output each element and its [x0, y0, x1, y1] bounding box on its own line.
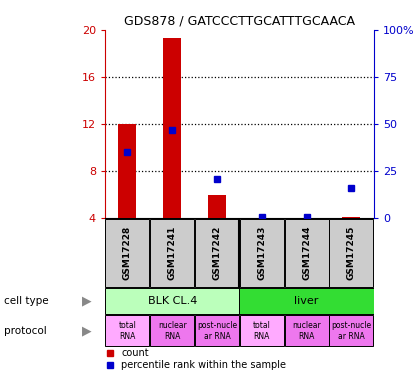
Text: total
RNA: total RNA: [118, 321, 136, 340]
Text: liver: liver: [294, 296, 319, 306]
Text: cell type: cell type: [4, 296, 49, 306]
FancyBboxPatch shape: [105, 288, 239, 314]
FancyBboxPatch shape: [329, 219, 373, 287]
FancyBboxPatch shape: [195, 315, 239, 346]
Text: BLK CL.4: BLK CL.4: [147, 296, 197, 306]
Text: ▶: ▶: [82, 324, 92, 338]
Text: post-nucle
ar RNA: post-nucle ar RNA: [331, 321, 371, 340]
FancyBboxPatch shape: [240, 219, 284, 287]
FancyBboxPatch shape: [285, 219, 328, 287]
Bar: [253, 217, 271, 218]
Bar: [163, 38, 181, 218]
FancyBboxPatch shape: [195, 219, 239, 287]
Text: nuclear
RNA: nuclear RNA: [292, 321, 321, 340]
Text: GSM17245: GSM17245: [347, 226, 356, 280]
FancyBboxPatch shape: [150, 315, 194, 346]
Bar: [118, 124, 136, 218]
Text: GSM17228: GSM17228: [123, 226, 132, 280]
Text: count: count: [121, 348, 149, 358]
Text: GSM17244: GSM17244: [302, 226, 311, 280]
Bar: [208, 195, 226, 218]
Text: percentile rank within the sample: percentile rank within the sample: [121, 360, 286, 370]
FancyBboxPatch shape: [285, 315, 328, 346]
FancyBboxPatch shape: [239, 288, 374, 314]
FancyBboxPatch shape: [105, 219, 150, 287]
FancyBboxPatch shape: [105, 315, 150, 346]
FancyBboxPatch shape: [150, 219, 194, 287]
Text: nuclear
RNA: nuclear RNA: [158, 321, 186, 340]
Text: GSM17243: GSM17243: [257, 226, 266, 280]
Text: ▶: ▶: [82, 295, 92, 308]
Bar: [298, 217, 315, 218]
Text: GSM17241: GSM17241: [168, 226, 177, 280]
Bar: [342, 217, 360, 218]
Text: post-nucle
ar RNA: post-nucle ar RNA: [197, 321, 237, 340]
FancyBboxPatch shape: [329, 315, 373, 346]
Text: protocol: protocol: [4, 326, 47, 336]
Text: total
RNA: total RNA: [253, 321, 271, 340]
FancyBboxPatch shape: [240, 315, 284, 346]
Text: GSM17242: GSM17242: [213, 226, 221, 280]
Title: GDS878 / GATCCCTTGCATTTGCAACA: GDS878 / GATCCCTTGCATTTGCAACA: [124, 15, 355, 27]
